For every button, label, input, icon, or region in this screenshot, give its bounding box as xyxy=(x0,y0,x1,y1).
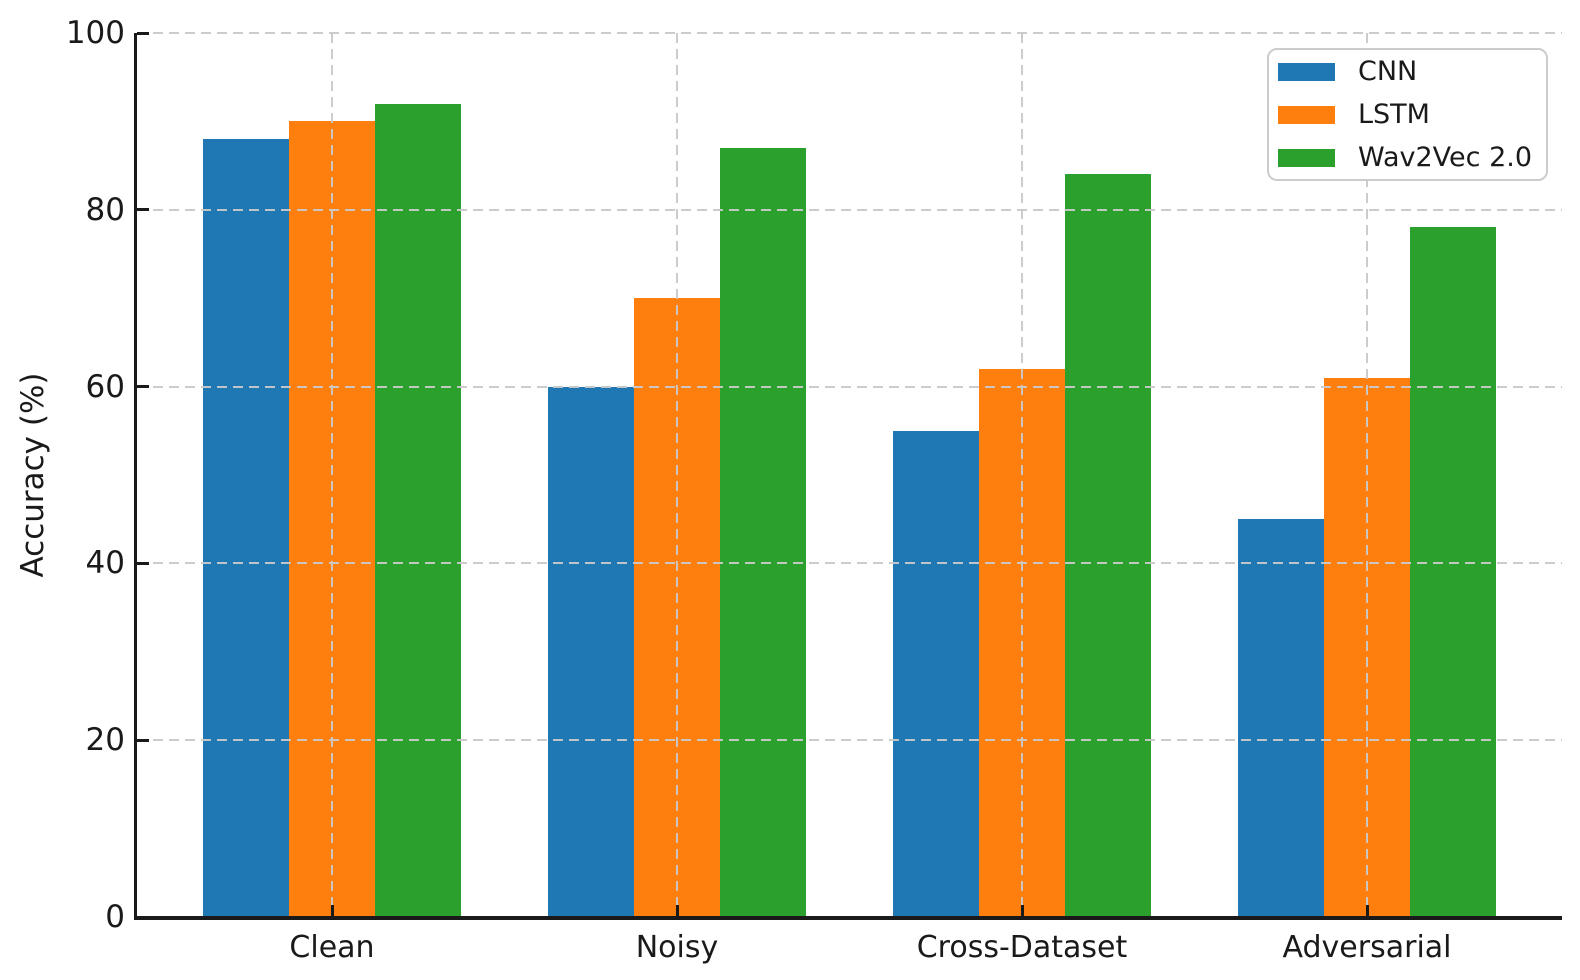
x-tick-adversarial xyxy=(1365,905,1369,917)
legend-label-wav2vec-2-0: Wav2Vec 2.0 xyxy=(1358,142,1533,173)
y-tick-40 xyxy=(137,561,149,565)
x-tick-label-adversarial: Adversarial xyxy=(1282,930,1452,965)
y-axis-label: Accuracy (%) xyxy=(15,372,51,578)
h-gridline-20 xyxy=(137,739,1562,742)
legend-swatch-wav2vec-2-0 xyxy=(1278,148,1335,167)
h-gridline-40 xyxy=(137,562,1562,565)
bar-cross-dataset-wav2vec-2-0 xyxy=(1065,174,1151,917)
bar-adversarial-cnn xyxy=(1238,519,1324,917)
legend-item-wav2vec-2-0: Wav2Vec 2.0 xyxy=(1278,136,1546,179)
y-tick-label-100: 100 xyxy=(65,15,125,51)
y-tick-label-20: 20 xyxy=(85,722,125,759)
legend: CNN LSTM Wav2Vec 2.0 xyxy=(1267,48,1548,181)
bar-clean-wav2vec-2-0 xyxy=(375,103,461,917)
legend-item-lstm: LSTM xyxy=(1278,93,1546,136)
x-tick-cross-dataset xyxy=(1020,905,1024,917)
x-tick-label-noisy: Noisy xyxy=(635,930,719,965)
bar-noisy-cnn xyxy=(548,386,634,917)
y-tick-label-80: 80 xyxy=(85,191,125,228)
x-tick-label-cross-dataset: Cross-Dataset xyxy=(916,930,1128,965)
x-tick-label-clean: Clean xyxy=(289,930,375,965)
legend-swatch-cnn xyxy=(1278,62,1335,81)
x-tick-noisy xyxy=(675,905,679,917)
legend-item-cnn: CNN xyxy=(1278,50,1546,93)
h-gridline-100 xyxy=(137,32,1562,34)
legend-label-cnn: CNN xyxy=(1358,56,1418,87)
y-tick-label-0: 0 xyxy=(105,899,125,935)
bar-adversarial-wav2vec-2-0 xyxy=(1410,227,1496,917)
v-gridline-clean xyxy=(331,33,333,917)
y-tick-label-40: 40 xyxy=(85,545,125,582)
y-tick-20 xyxy=(137,738,149,742)
bar-cross-dataset-cnn xyxy=(893,430,979,917)
v-gridline-cross-dataset xyxy=(1021,33,1023,917)
bar-noisy-wav2vec-2-0 xyxy=(720,147,806,917)
y-axis-spine xyxy=(134,33,137,920)
h-gridline-80 xyxy=(137,208,1562,211)
h-gridline-60 xyxy=(137,385,1562,388)
y-tick-label-60: 60 xyxy=(85,368,125,405)
bar-clean-cnn xyxy=(203,139,289,917)
y-tick-60 xyxy=(137,385,149,389)
y-tick-100 xyxy=(137,31,149,35)
v-gridline-adversarial xyxy=(1366,33,1368,917)
x-axis-spine xyxy=(134,916,1562,920)
x-tick-clean xyxy=(330,905,334,917)
legend-swatch-lstm xyxy=(1278,105,1335,124)
legend-label-lstm: LSTM xyxy=(1358,99,1430,130)
v-gridline-noisy xyxy=(676,33,678,917)
y-tick-80 xyxy=(137,208,149,212)
